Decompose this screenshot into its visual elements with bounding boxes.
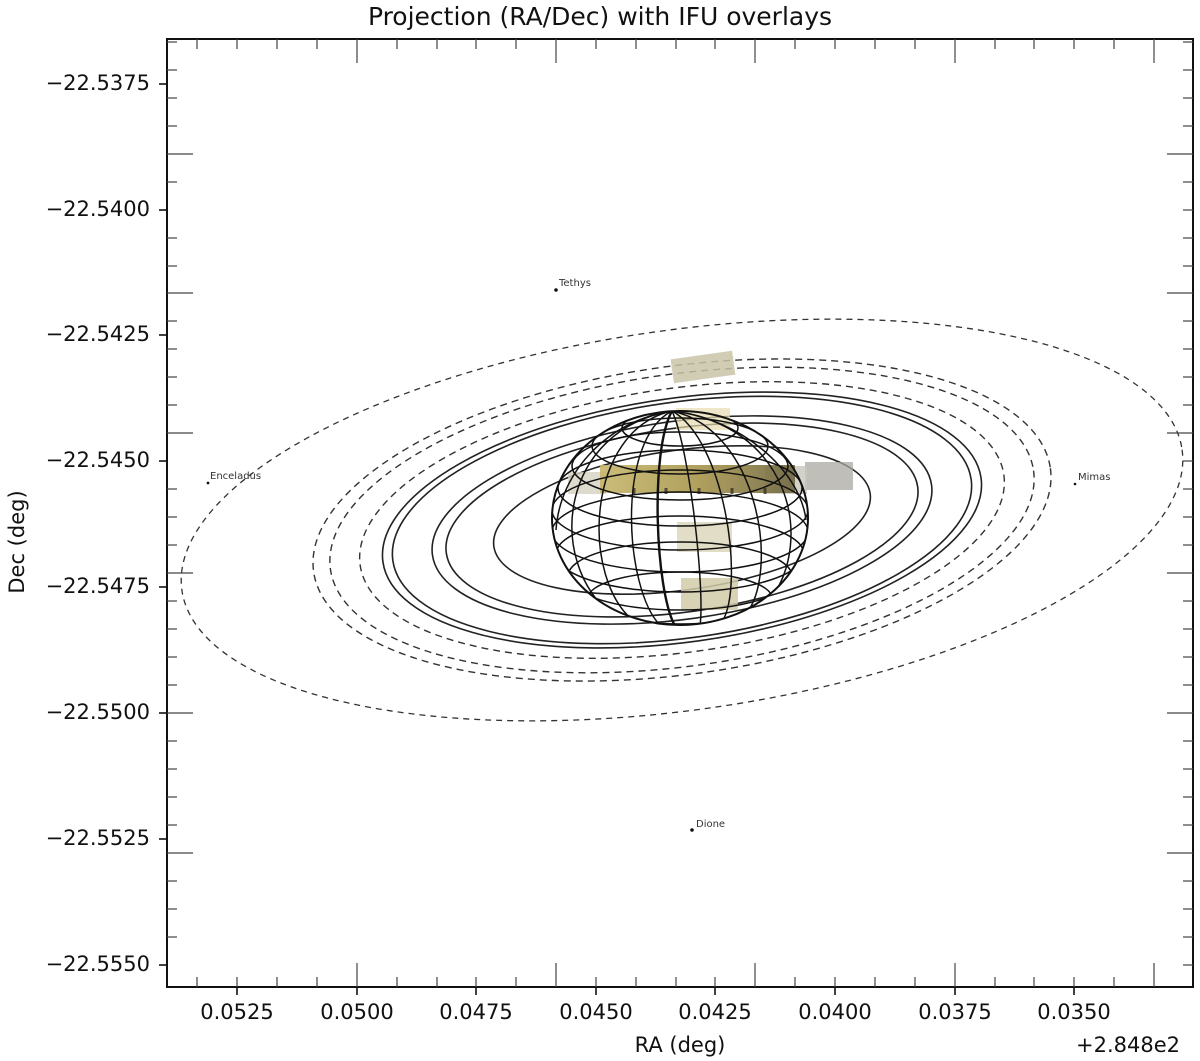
- y-minor-ticks-left: [167, 41, 193, 938]
- x-minor-ticks-top: [196, 39, 1155, 63]
- moon-label-mimas: Mimas: [1078, 472, 1111, 483]
- x-tick-label: 0.0450: [559, 1000, 633, 1024]
- axes-frame: [166, 38, 1194, 988]
- x-axis-label: RA (deg): [634, 1033, 726, 1057]
- y-tick-label: −22.5475: [45, 574, 150, 598]
- y-tick-label: −22.5500: [45, 700, 150, 724]
- x-tick-label: 0.0475: [439, 1000, 513, 1024]
- ifu-ring-top: [670, 350, 736, 384]
- ring-solid: [445, 422, 919, 618]
- ring-dashed: [329, 366, 1035, 674]
- y-tick-label: −22.5525: [45, 826, 150, 850]
- moon-mimas-marker: [1073, 482, 1077, 486]
- ring-dashed-outer: [180, 318, 1184, 722]
- globe-outline: [551, 410, 809, 626]
- y-major-ticks: [159, 83, 167, 966]
- planet-wireframe: [551, 410, 809, 626]
- moon-label-enceladus: Enceladus: [210, 471, 262, 482]
- y-tick-label: −22.5400: [45, 197, 150, 221]
- moon-label-dione: Dione: [696, 819, 726, 830]
- ifu-south-mid: [677, 522, 732, 552]
- moon-dione-marker: [690, 828, 694, 832]
- x-tick-label: 0.0375: [918, 1000, 992, 1024]
- ifu-equator-strip-seams: [632, 488, 767, 494]
- moons: [206, 288, 1077, 832]
- y-tick-label: −22.5425: [45, 322, 150, 346]
- y-tick-label: −22.5550: [45, 952, 150, 976]
- x-tick-label: 0.0500: [320, 1000, 394, 1024]
- moon-tethys-marker: [554, 288, 558, 292]
- ring-solid: [381, 391, 983, 649]
- ring-solid: [391, 395, 973, 645]
- x-minor-ticks-bottom: [196, 963, 1155, 987]
- chart-title: Projection (RA/Dec) with IFU overlays: [367, 2, 833, 31]
- y-tick-label: −22.5375: [45, 71, 150, 95]
- x-tick-label: 0.0425: [678, 1000, 752, 1024]
- moon-label-tethys: Tethys: [559, 278, 591, 289]
- ifu-equator-east2: [805, 462, 853, 490]
- moon-enceladus-marker: [206, 481, 210, 485]
- x-offset-label: +2.848e2: [1076, 1033, 1180, 1057]
- ring-system: [180, 318, 1184, 722]
- x-tick-label: 0.0525: [200, 1000, 274, 1024]
- x-tick-label: 0.0350: [1037, 1000, 1111, 1024]
- x-tick-label: 0.0400: [798, 1000, 872, 1024]
- x-major-ticks: [236, 987, 1075, 995]
- y-minor-ticks-right: [1167, 41, 1193, 966]
- y-tick-label: −22.5450: [45, 448, 150, 472]
